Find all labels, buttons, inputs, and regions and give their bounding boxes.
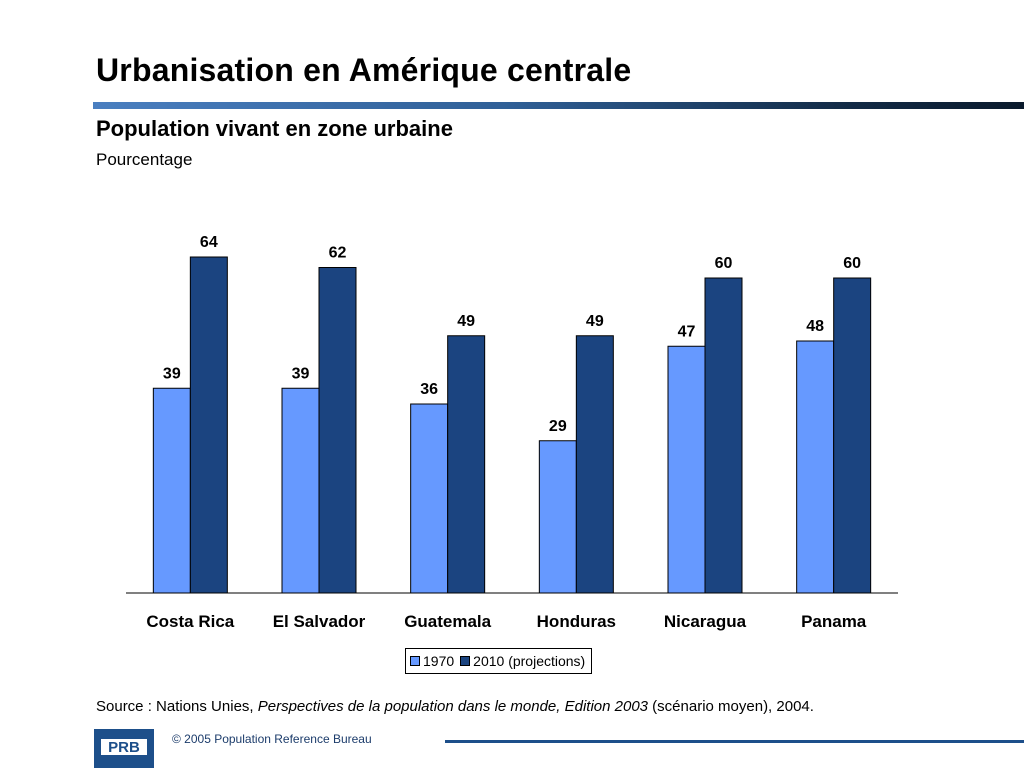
bar-guatemala-1970 (410, 403, 449, 594)
data-label-panama-1970: 48 (806, 318, 824, 335)
legend-label-2010: 2010 (projections) (473, 653, 586, 669)
x-tick-label-el-salvador: El Salvador (273, 612, 366, 631)
bar-panama-1970 (796, 340, 835, 594)
logo-text: PRB (108, 739, 140, 756)
bar-honduras-2010 (575, 335, 614, 594)
bar-nicaragua-2010 (704, 277, 743, 594)
bar-el-salvador-2010 (318, 267, 357, 594)
unit-label: Pourcentage (96, 150, 193, 169)
legend-item-1970: 1970 (410, 653, 454, 669)
x-tick-label-costa-rica: Costa Rica (146, 612, 234, 631)
data-label-guatemala-2010: 49 (457, 313, 475, 330)
data-label-el-salvador-1970: 39 (292, 365, 310, 382)
x-tick-label-nicaragua: Nicaragua (664, 612, 747, 631)
x-tick-label-honduras: Honduras (537, 612, 616, 631)
data-label-guatemala-1970: 36 (420, 381, 438, 398)
title-rule (93, 102, 1024, 109)
legend-swatch-2010 (460, 656, 471, 666)
legend-item-2010: 2010 (projections) (460, 653, 585, 669)
footer-line (445, 740, 1024, 743)
bar-guatemala-2010 (447, 335, 486, 594)
bar-honduras-1970 (538, 440, 577, 594)
source-prefix: Source : Nations Unies, (96, 698, 258, 715)
data-label-panama-2010: 60 (843, 255, 861, 272)
bar-nicaragua-1970 (667, 345, 706, 594)
bar-costa-rica-1970 (152, 387, 191, 594)
slide-title: Urbanisation en Amérique centrale (96, 52, 632, 88)
data-label-el-salvador-2010: 62 (329, 245, 347, 262)
source-publication: Perspectives de la population dans le mo… (257, 698, 649, 715)
source-note: Source : Nations Unies, Perspectives de … (96, 698, 814, 715)
bar-chart: 39 64 Costa Rica 39 62 El Salvador 36 49 Guatema… (126, 234, 898, 631)
data-label-honduras-2010: 49 (586, 313, 604, 330)
legend-label-1970: 1970 (423, 653, 455, 669)
source-suffix: (scénario moyen), 2004. (648, 698, 814, 715)
x-tick-label-panama: Panama (801, 612, 867, 631)
bar-costa-rica-2010 (189, 256, 228, 594)
copyright-note: © 2005 Population Reference Bureau (172, 732, 372, 746)
chart-subtitle: Population vivant en zone urbaine (96, 116, 453, 141)
x-tick-label-guatemala: Guatemala (404, 612, 491, 631)
bar-panama-2010 (833, 277, 872, 594)
data-label-honduras-1970: 29 (549, 418, 567, 435)
prb-logo-icon: PRB (94, 729, 154, 768)
legend-swatch-1970 (410, 656, 420, 666)
data-label-costa-rica-2010: 64 (200, 234, 218, 251)
bar-el-salvador-1970 (281, 387, 320, 594)
chart-legend: 1970 2010 (projections) (405, 648, 593, 674)
data-label-nicaragua-2010: 60 (715, 255, 733, 272)
data-label-costa-rica-1970: 39 (163, 365, 181, 382)
data-label-nicaragua-1970: 47 (678, 323, 696, 340)
